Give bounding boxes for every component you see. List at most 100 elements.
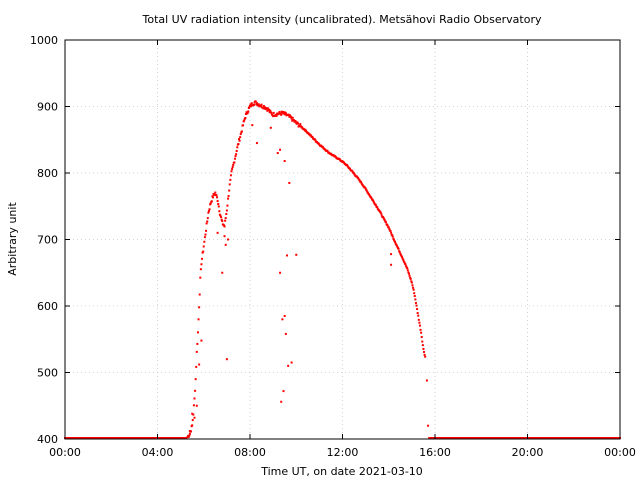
outlier-point [390,253,393,256]
data-point [94,437,97,439]
data-point [491,437,494,439]
data-point [414,302,417,305]
data-point [198,306,201,309]
data-point [365,189,368,192]
data-point [197,318,200,321]
data-point [207,210,210,213]
data-point [79,437,82,439]
data-point [613,437,616,439]
data-point [223,225,226,228]
data-point [275,113,278,116]
data-point [408,274,411,277]
data-point [187,435,190,438]
data-point [193,397,196,400]
y-tick-label: 500 [37,367,58,380]
data-point [364,186,367,189]
data-point [196,331,199,334]
data-point [392,238,395,241]
data-point [195,350,198,353]
data-point [543,437,546,439]
data-point [147,437,150,439]
data-point [138,437,140,439]
data-point [124,437,127,439]
data-point [549,437,552,439]
outlier-point [283,314,286,317]
data-point [199,276,202,279]
data-point [578,437,581,439]
data-point [430,437,433,439]
data-point [508,437,510,439]
data-point [540,437,543,439]
data-point [216,200,219,203]
data-point [269,109,272,112]
data-point [243,119,246,122]
data-point [338,157,341,160]
data-point [219,214,222,217]
data-point [179,437,182,439]
data-point [280,113,283,116]
data-point [452,437,455,439]
data-point [462,437,465,439]
data-point [66,437,69,439]
data-point [531,437,534,439]
data-point [460,437,463,439]
data-point [140,437,143,439]
data-point [82,437,85,439]
data-point [375,204,378,207]
data-point [614,437,617,439]
data-point [346,164,349,167]
data-point [521,437,524,439]
data-point [183,437,186,439]
data-point [407,272,410,275]
data-point [486,437,489,439]
data-point [171,437,174,439]
data-point [132,437,135,439]
data-point [418,324,421,327]
data-point [240,130,243,133]
data-point [606,437,609,439]
data-point [260,103,263,106]
data-point [376,206,379,209]
data-point [149,437,152,439]
data-point [439,437,442,439]
data-point [410,280,413,283]
data-point [584,437,587,439]
data-point [550,437,553,439]
data-point [561,437,564,439]
data-point [423,350,426,353]
data-point [121,437,124,439]
data-point [390,231,393,234]
data-point [404,263,407,266]
data-point [114,437,117,439]
data-point [568,437,571,439]
data-point [175,437,177,439]
outlier-point [221,271,224,274]
data-point [133,437,136,439]
data-point [245,111,248,114]
data-point [239,133,242,136]
data-point [95,437,98,439]
data-point [74,437,77,439]
data-point [326,149,329,152]
data-point [533,437,536,439]
data-point [503,437,506,439]
data-point [253,101,256,104]
data-point [81,437,84,439]
data-point [248,105,251,108]
data-points-layer [64,100,621,439]
data-point [542,437,545,439]
data-point [290,117,293,120]
data-point [291,119,294,122]
data-point [164,437,167,439]
data-point [546,437,549,439]
data-point [214,191,217,194]
data-point [90,437,93,439]
data-point [399,252,402,255]
data-point [506,437,509,439]
data-point [499,437,502,439]
data-point [235,153,238,156]
data-point [422,347,425,350]
data-point [411,284,414,287]
data-point [268,111,271,114]
data-point [548,437,551,439]
